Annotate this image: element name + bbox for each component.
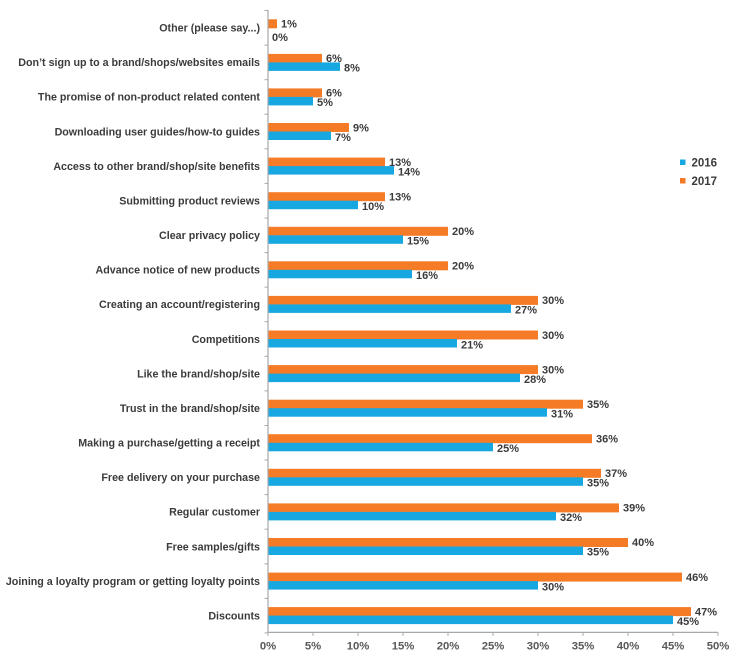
svg-text:20%: 20%	[452, 261, 474, 273]
svg-text:Like the brand/shop/site: Like the brand/shop/site	[137, 368, 260, 380]
svg-text:Free delivery on your purchase: Free delivery on your purchase	[101, 472, 260, 484]
svg-text:Other (please say...): Other (please say...)	[159, 23, 260, 35]
svg-text:16%: 16%	[416, 270, 438, 282]
svg-text:20%: 20%	[437, 641, 460, 653]
svg-text:36%: 36%	[596, 434, 618, 446]
svg-text:45%: 45%	[677, 616, 699, 628]
svg-text:2016: 2016	[692, 158, 718, 170]
svg-text:45%: 45%	[662, 641, 685, 653]
svg-text:1%: 1%	[281, 19, 297, 31]
svg-text:8%: 8%	[344, 63, 360, 75]
svg-text:Creating an account/registerin: Creating an account/registering	[99, 299, 260, 311]
svg-text:46%: 46%	[686, 572, 708, 584]
svg-text:Competitions: Competitions	[192, 334, 260, 346]
svg-text:28%: 28%	[524, 374, 546, 386]
svg-text:30%: 30%	[542, 295, 564, 307]
svg-text:27%: 27%	[515, 305, 537, 317]
svg-text:10%: 10%	[347, 641, 370, 653]
svg-text:31%: 31%	[551, 408, 573, 420]
svg-text:7%: 7%	[335, 132, 351, 144]
svg-text:Joining a loyalty program or g: Joining a loyalty program or getting loy…	[6, 576, 260, 588]
svg-text:Clear privacy policy: Clear privacy policy	[159, 230, 260, 242]
svg-text:Making a purchase/getting a re: Making a purchase/getting a receipt	[78, 438, 260, 450]
svg-text:Submitting product reviews: Submitting product reviews	[119, 196, 260, 208]
svg-text:32%: 32%	[560, 512, 582, 524]
svg-text:10%: 10%	[362, 201, 384, 213]
svg-text:Advance notice of new products: Advance notice of new products	[96, 265, 261, 277]
svg-text:21%: 21%	[461, 339, 483, 351]
svg-text:13%: 13%	[389, 191, 411, 203]
svg-text:35%: 35%	[587, 399, 609, 411]
svg-text:30%: 30%	[542, 581, 564, 593]
svg-text:25%: 25%	[497, 443, 519, 455]
svg-text:39%: 39%	[623, 503, 645, 515]
svg-text:Downloading user guides/how-to: Downloading user guides/how-to guides	[55, 126, 260, 138]
svg-text:15%: 15%	[392, 641, 415, 653]
svg-text:6%: 6%	[326, 53, 342, 65]
svg-text:0%: 0%	[272, 32, 288, 44]
svg-text:37%: 37%	[605, 468, 627, 480]
svg-text:13%: 13%	[389, 157, 411, 169]
svg-text:The promise of non-product rel: The promise of non-product related conte…	[38, 92, 261, 104]
svg-text:14%: 14%	[398, 166, 420, 178]
svg-text:30%: 30%	[542, 364, 564, 376]
svg-text:35%: 35%	[587, 478, 609, 490]
svg-text:Trust in the brand/shop/site: Trust in the brand/shop/site	[120, 403, 260, 415]
svg-text:47%: 47%	[695, 606, 717, 618]
svg-text:35%: 35%	[587, 547, 609, 559]
svg-text:9%: 9%	[353, 122, 369, 134]
svg-text:30%: 30%	[527, 641, 550, 653]
svg-text:5%: 5%	[305, 641, 321, 653]
svg-text:2017: 2017	[692, 176, 718, 188]
svg-text:6%: 6%	[326, 88, 342, 100]
svg-text:30%: 30%	[542, 330, 564, 342]
svg-text:Regular customer: Regular customer	[169, 507, 260, 519]
svg-text:0%: 0%	[260, 641, 276, 653]
svg-text:15%: 15%	[407, 236, 429, 248]
svg-text:Free samples/gifts: Free samples/gifts	[166, 541, 260, 553]
svg-text:40%: 40%	[617, 641, 640, 653]
svg-text:50%: 50%	[707, 641, 730, 653]
svg-text:40%: 40%	[632, 537, 654, 549]
svg-text:25%: 25%	[482, 641, 505, 653]
svg-text:35%: 35%	[572, 641, 595, 653]
svg-text:20%: 20%	[452, 226, 474, 238]
svg-text:Don’t sign up to a brand/shops: Don’t sign up to a brand/shops/websites …	[18, 57, 260, 69]
svg-text:Discounts: Discounts	[208, 610, 260, 622]
svg-text:5%: 5%	[317, 97, 333, 109]
svg-text:Access to other brand/shop/sit: Access to other brand/shop/site benefits	[53, 161, 260, 173]
